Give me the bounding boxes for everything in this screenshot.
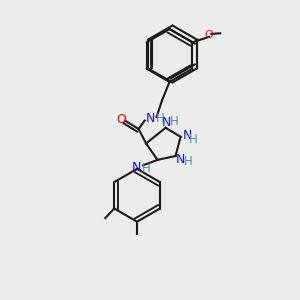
Text: N: N — [162, 116, 172, 130]
Text: H: H — [189, 133, 198, 146]
Text: O: O — [205, 29, 214, 40]
Text: H: H — [156, 112, 165, 125]
Text: H: H — [169, 115, 178, 128]
Text: N: N — [182, 129, 192, 142]
Text: O: O — [116, 112, 126, 126]
Text: N: N — [145, 112, 155, 125]
Text: N: N — [132, 160, 141, 174]
Text: H: H — [184, 155, 193, 168]
Text: H: H — [142, 162, 151, 175]
Text: N: N — [176, 153, 186, 166]
